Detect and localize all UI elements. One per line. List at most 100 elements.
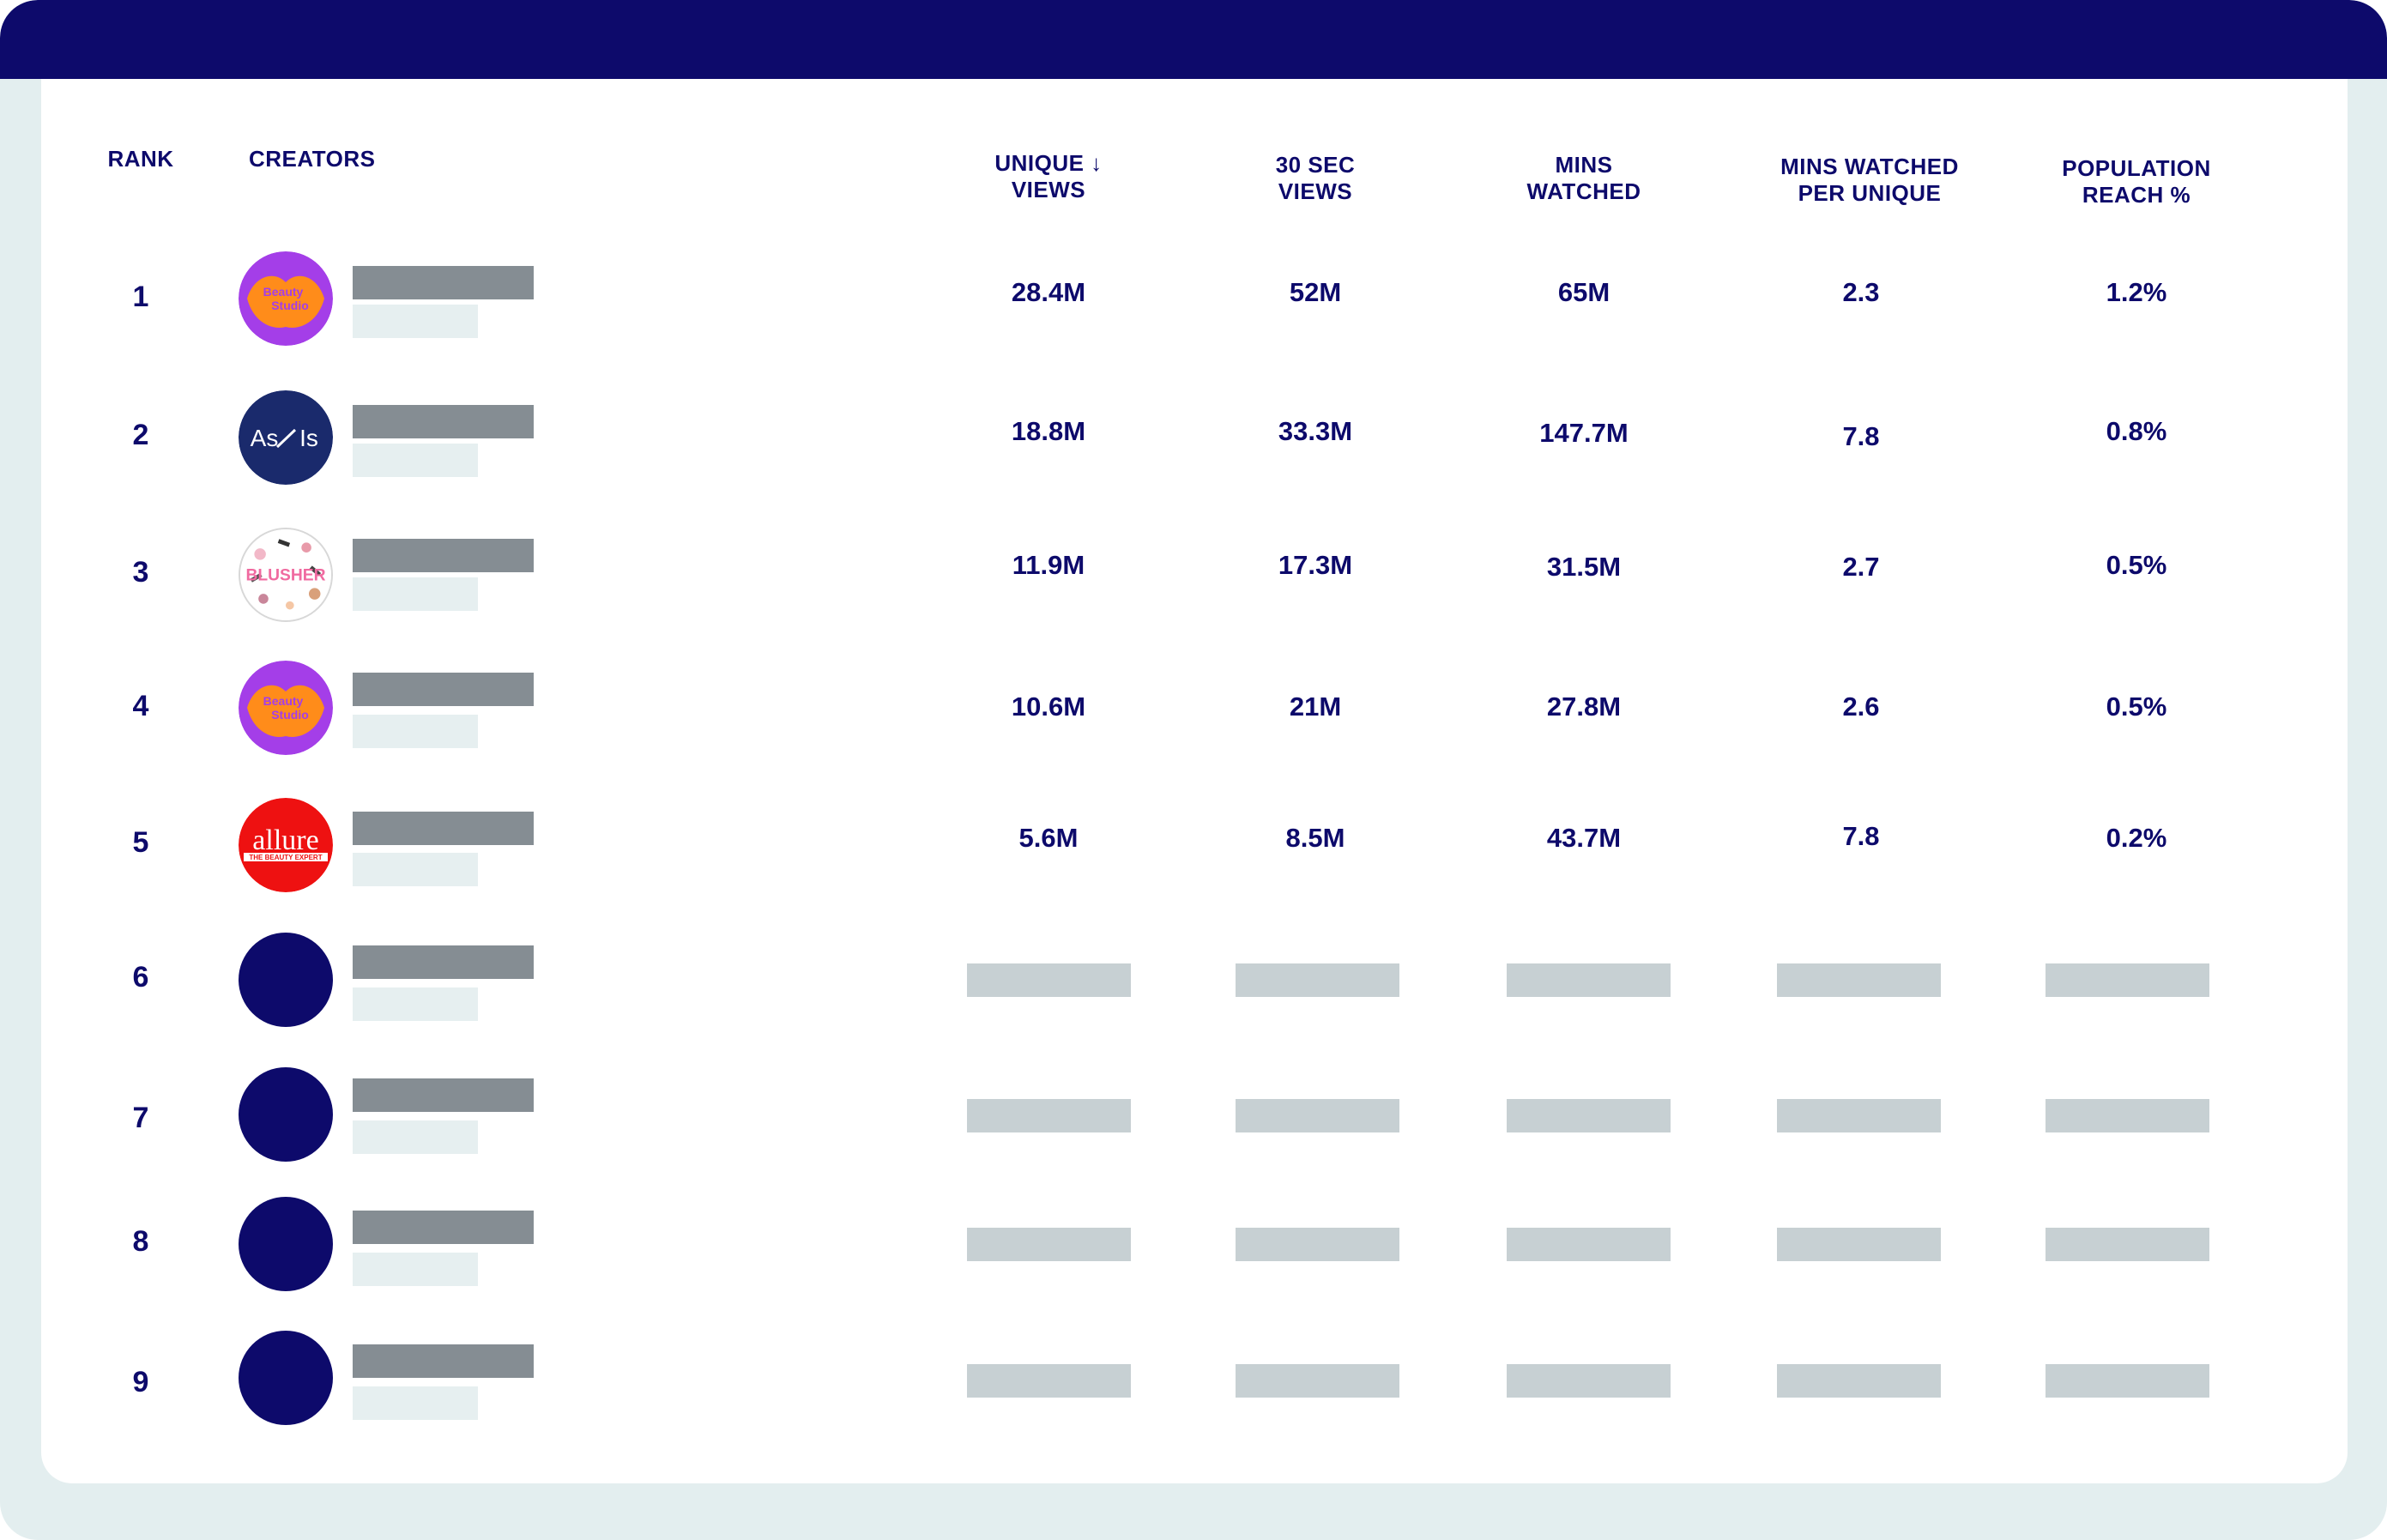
creator-name-placeholder[interactable]	[353, 1078, 534, 1112]
30sec-views-value: 17.3M	[1278, 550, 1353, 580]
unique-views-value: 28.4M	[1011, 277, 1086, 307]
as-is-logo-text2: Is	[299, 425, 318, 451]
header-mins-per-unique-line1: MINS WATCHED	[1780, 154, 1959, 179]
rank-number: 2	[132, 419, 149, 451]
creator-subtitle-placeholder	[353, 305, 478, 338]
placeholder-avatar[interactable]	[239, 1331, 333, 1425]
header-population-reach-line2: REACH %	[2082, 182, 2191, 208]
header-bar	[0, 0, 2387, 79]
population-reach-placeholder	[2046, 963, 2209, 997]
unique-views-placeholder	[967, 1364, 1131, 1398]
rank-number: 3	[132, 556, 149, 589]
unique-views-value: 5.6M	[1018, 823, 1079, 853]
mins-per-unique-value: 2.3	[1842, 277, 1880, 307]
30sec-views-value: 33.3M	[1278, 416, 1353, 446]
beauty-studio-logo[interactable]: Beauty Studio	[239, 661, 333, 755]
unique-views-placeholder	[967, 1099, 1131, 1132]
creator-name-placeholder[interactable]	[353, 812, 534, 845]
population-reach-placeholder	[2046, 1228, 2209, 1261]
creator-name-placeholder[interactable]	[353, 266, 534, 299]
mins-per-unique-placeholder	[1777, 1228, 1941, 1261]
creator-name-placeholder[interactable]	[353, 945, 534, 979]
header-unique-views-line2: VIEWS	[1011, 177, 1086, 202]
30sec-views-placeholder	[1236, 1228, 1399, 1261]
header-unique-views[interactable]: UNIQUE ↓ VIEWS	[954, 150, 1143, 203]
blusher-logo[interactable]: BLUSHER	[239, 528, 333, 622]
creator-subtitle-placeholder	[353, 1386, 478, 1420]
mins-watched-placeholder	[1507, 1099, 1671, 1132]
rank-number: 8	[132, 1225, 149, 1258]
population-reach-value: 1.2%	[2106, 277, 2167, 307]
mins-watched-placeholder	[1507, 1364, 1671, 1398]
rank-number: 5	[132, 826, 149, 859]
header-population-reach[interactable]: POPULATION REACH %	[2042, 155, 2231, 208]
mins-per-unique-value: 2.6	[1842, 691, 1880, 722]
creator-name-placeholder[interactable]	[353, 1344, 534, 1378]
rank-number: 6	[132, 961, 149, 993]
placeholder-avatar[interactable]	[239, 1197, 333, 1291]
mins-watched-value: 147.7M	[1539, 418, 1629, 448]
creator-name-placeholder[interactable]	[353, 405, 534, 438]
creator-name-placeholder[interactable]	[353, 1211, 534, 1244]
placeholder-avatar[interactable]	[239, 933, 333, 1027]
rank-number: 7	[132, 1102, 149, 1134]
creator-subtitle-placeholder	[353, 853, 478, 886]
population-reach-placeholder	[2046, 1099, 2209, 1132]
unique-views-value: 11.9M	[1012, 550, 1085, 580]
header-30sec-views-line1: 30 SEC	[1275, 152, 1356, 178]
header-rank: RANK	[107, 146, 174, 172]
beauty-studio-logo-text1: Beauty	[263, 694, 304, 708]
creator-name-placeholder[interactable]	[353, 673, 534, 706]
rank-number: 1	[132, 281, 149, 313]
mins-per-unique-placeholder	[1777, 963, 1941, 997]
30sec-views-value: 8.5M	[1285, 823, 1345, 853]
header-30sec-views-line2: VIEWS	[1278, 178, 1353, 204]
mins-per-unique-value: 7.8	[1842, 821, 1880, 851]
beauty-studio-logo-text2: Studio	[271, 708, 309, 722]
header-creators: CREATORS	[249, 146, 376, 172]
mins-per-unique-placeholder	[1777, 1364, 1941, 1398]
population-reach-value: 0.2%	[2106, 823, 2167, 853]
header-mins-per-unique[interactable]: MINS WATCHED PER UNIQUE	[1741, 154, 1998, 207]
mins-watched-value: 31.5M	[1546, 552, 1622, 582]
mins-watched-placeholder	[1507, 1228, 1671, 1261]
creator-subtitle-placeholder	[353, 1120, 478, 1154]
mins-per-unique-value: 2.7	[1842, 552, 1880, 582]
population-reach-value: 0.5%	[2106, 691, 2167, 722]
header-mins-watched[interactable]: MINS WATCHED	[1490, 152, 1678, 205]
creator-subtitle-placeholder	[353, 715, 478, 748]
30sec-views-value: 52M	[1289, 277, 1342, 307]
mins-watched-placeholder	[1507, 963, 1671, 997]
blusher-logo-text: BLUSHER	[245, 567, 325, 585]
mins-watched-value: 43.7M	[1546, 823, 1622, 853]
creator-subtitle-placeholder	[353, 577, 478, 611]
header-mins-watched-line1: MINS	[1555, 152, 1613, 178]
header-unique-views-line1: UNIQUE ↓	[994, 150, 1103, 176]
allure-logo[interactable]: allure THE BEAUTY EXPERT	[239, 798, 333, 892]
mins-per-unique-value: 7.8	[1842, 421, 1880, 451]
unique-views-value: 18.8M	[1011, 416, 1086, 446]
header-mins-per-unique-line2: PER UNIQUE	[1798, 180, 1942, 206]
allure-logo-text: allure	[252, 824, 318, 856]
beauty-studio-logo-text1: Beauty	[263, 285, 304, 299]
placeholder-avatar[interactable]	[239, 1067, 333, 1162]
mins-per-unique-placeholder	[1777, 1099, 1941, 1132]
unique-views-value: 10.6M	[1011, 691, 1086, 722]
creator-name-placeholder[interactable]	[353, 539, 534, 572]
allure-logo-tagline: THE BEAUTY EXPERT	[249, 854, 322, 861]
creator-subtitle-placeholder	[353, 444, 478, 477]
header-population-reach-line1: POPULATION	[2062, 155, 2211, 181]
creator-subtitle-placeholder	[353, 987, 478, 1021]
as-is-logo[interactable]: As Is	[239, 390, 333, 485]
population-reach-placeholder	[2046, 1364, 2209, 1398]
beauty-studio-logo-text2: Studio	[271, 299, 309, 312]
30sec-views-placeholder	[1236, 1099, 1399, 1132]
as-is-logo-text1: As	[251, 425, 279, 451]
mins-watched-value: 65M	[1557, 277, 1610, 307]
30sec-views-placeholder	[1236, 1364, 1399, 1398]
rank-number: 9	[132, 1366, 149, 1398]
rank-number: 4	[132, 690, 149, 722]
header-30sec-views[interactable]: 30 SEC VIEWS	[1221, 152, 1410, 205]
beauty-studio-logo[interactable]: Beauty Studio	[239, 251, 333, 346]
